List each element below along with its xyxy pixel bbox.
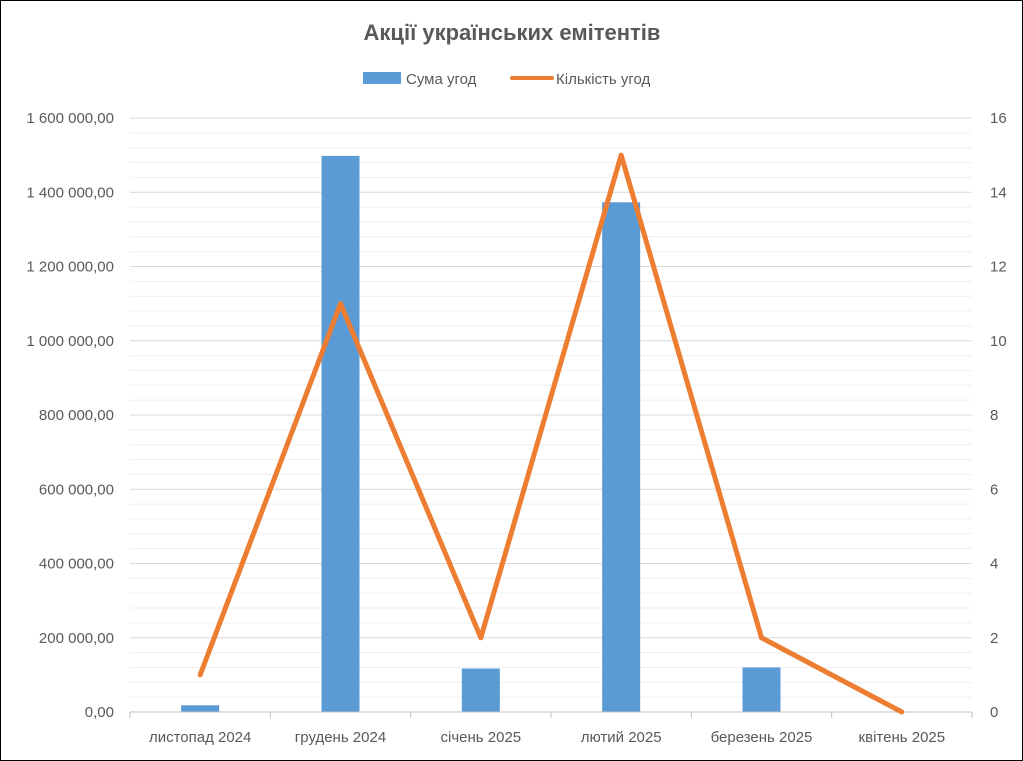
x-tick-label: лютий 2025 (581, 729, 662, 746)
y-right-tick-label: 12 (990, 259, 1007, 276)
line-path (197, 152, 905, 715)
y-right-tick-label: 0 (990, 704, 998, 721)
x-tick-label: грудень 2024 (295, 729, 386, 746)
x-tick-label: березень 2025 (711, 729, 813, 746)
y-left-tick-label: 400 000,00 (39, 556, 114, 573)
legend-label-bar: Сума угод (406, 71, 477, 88)
x-axis (129, 711, 973, 718)
x-tick-label: січень 2025 (441, 729, 522, 746)
y-left-tick-label: 1 400 000,00 (26, 184, 114, 201)
x-tick-label: листопад 2024 (149, 729, 251, 746)
x-axis-ticks: листопад 2024 грудень 2024 січень 2025 люти… (149, 729, 945, 746)
gridlines (130, 117, 972, 698)
x-tick-label: квітень 2025 (859, 729, 946, 746)
y-right-tick-label: 2 (990, 630, 998, 647)
y-right-tick-label: 6 (990, 481, 998, 498)
y-left-tick-label: 0,00 (85, 704, 114, 721)
bar (742, 667, 781, 712)
legend-swatch-bar (363, 72, 401, 84)
y-left-tick-label: 1 200 000,00 (26, 259, 114, 276)
y-right-tick-label: 4 (990, 556, 998, 573)
y-left-tick-label: 600 000,00 (39, 481, 114, 498)
bar (602, 202, 641, 712)
y-left-tick-label: 1 000 000,00 (26, 333, 114, 350)
line-series (197, 152, 905, 715)
y-left-tick-label: 800 000,00 (39, 407, 114, 424)
y-right-tick-label: 8 (990, 407, 998, 424)
y-axis-left: 0,00 200 000,00 400 000,00 600 000,00 800 00… (26, 110, 114, 721)
y-right-tick-label: 14 (990, 184, 1007, 201)
bar (461, 668, 500, 712)
y-right-tick-label: 10 (990, 333, 1007, 350)
y-axis-right: 0 2 4 6 8 10 12 14 16 (990, 110, 1007, 721)
legend: Сума угод Кількість угод (363, 71, 651, 88)
bar-series (181, 155, 781, 712)
legend-label-line: Кількість угод (556, 71, 651, 88)
y-left-tick-label: 200 000,00 (39, 630, 114, 647)
y-left-tick-label: 1 600 000,00 (26, 110, 114, 127)
bar (321, 155, 360, 712)
y-right-tick-label: 16 (990, 110, 1007, 127)
bar (181, 705, 220, 712)
chart-title: Акції українських емітентів (364, 20, 661, 45)
